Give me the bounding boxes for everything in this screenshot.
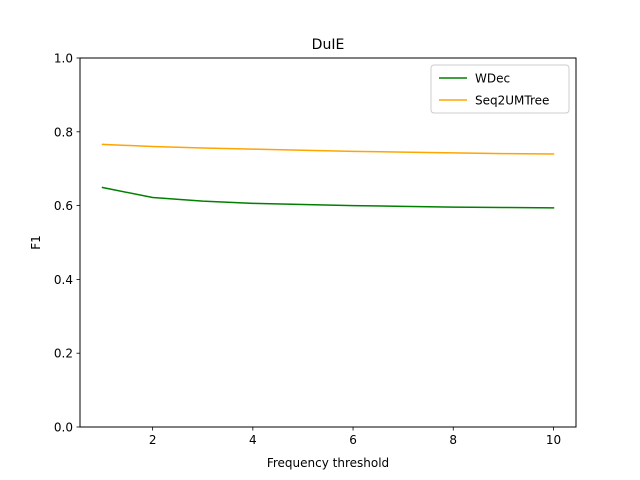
- x-tick-label: 4: [249, 433, 257, 447]
- legend: WDec Seq2UMTree: [430, 64, 570, 114]
- legend-label-seq2umtree: Seq2UMTree: [475, 94, 549, 108]
- plot-frame: [79, 57, 577, 428]
- x-axis: 2 4 6 8 10: [149, 427, 561, 447]
- x-tick-label: 10: [546, 433, 561, 447]
- x-axis-label: Frequency threshold: [267, 456, 389, 470]
- x-tick-label: 8: [449, 433, 457, 447]
- legend-label-wdec: WDec: [475, 72, 510, 86]
- y-tick-label: 0.0: [54, 421, 73, 435]
- y-tick-label: 1.0: [54, 52, 73, 66]
- series-line-wdec: [101, 186, 555, 209]
- y-tick-label: 0.6: [54, 199, 73, 213]
- y-tick-label: 0.2: [54, 347, 73, 361]
- legend-box: [430, 64, 570, 114]
- series-layer: [101, 143, 555, 209]
- y-axis: 0.0 0.2 0.4 0.6 0.8 1.0: [54, 52, 80, 435]
- x-tick-label: 2: [149, 433, 157, 447]
- series-line-seq2umtree: [101, 143, 555, 155]
- y-tick-label: 0.8: [54, 125, 73, 139]
- x-tick-label: 6: [349, 433, 357, 447]
- y-axis-label: F1: [29, 235, 43, 250]
- chart-title: DuIE: [312, 37, 345, 53]
- y-tick-label: 0.4: [54, 273, 73, 287]
